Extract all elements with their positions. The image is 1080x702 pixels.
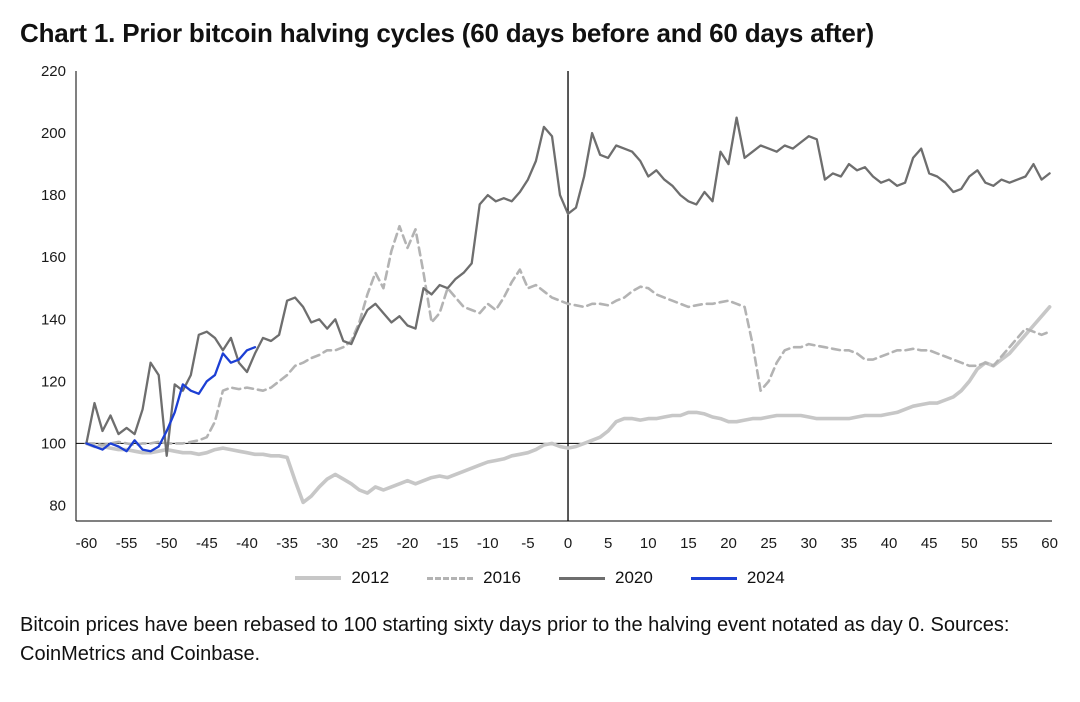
x-tick-label: 45	[921, 535, 938, 552]
y-tick-label: 120	[41, 373, 66, 390]
legend-swatch-2012	[295, 576, 342, 580]
series-2020-line	[85, 116, 1051, 457]
x-tick-label: -50	[156, 535, 178, 552]
y-tick-label: 220	[41, 63, 66, 80]
legend-item-2016: 2016	[427, 568, 521, 588]
y-tick-label: 180	[41, 187, 66, 204]
series-2016-line	[85, 224, 1051, 447]
x-tick-label: 0	[564, 535, 572, 552]
legend-item-2012: 2012	[295, 568, 389, 588]
chart-caption: Bitcoin prices have been rebased to 100 …	[20, 614, 1010, 665]
legend-swatch-2020	[559, 576, 605, 580]
x-tick-label: -60	[76, 535, 98, 552]
x-tick-label: 20	[720, 535, 737, 552]
x-tick-label: 25	[760, 535, 777, 552]
legend-label-2024: 2024	[746, 568, 785, 587]
legend-label-2016: 2016	[483, 568, 521, 587]
x-tick-label: -25	[357, 535, 379, 552]
series-2024-line	[85, 346, 257, 453]
x-tick-label: 30	[800, 535, 817, 552]
x-tick-label: -35	[276, 535, 298, 552]
y-tick-label: 160	[41, 249, 66, 266]
legend-label-2012: 2012	[351, 568, 390, 587]
x-tick-label: 5	[604, 535, 612, 552]
x-tick-label: 50	[961, 535, 978, 552]
series-2012-line	[84, 305, 1052, 505]
x-tick-label: 55	[1001, 535, 1018, 552]
legend-item-2020: 2020	[559, 568, 653, 588]
x-tick-label: -15	[437, 535, 459, 552]
x-tick-label: -45	[196, 535, 218, 552]
chart-title: Chart 1. Prior bitcoin halving cycles (6…	[20, 18, 875, 48]
y-tick-label: 100	[41, 435, 66, 452]
y-tick-label: 140	[41, 311, 66, 328]
legend-swatch-2016	[427, 576, 474, 580]
x-tick-label: 60	[1041, 535, 1058, 552]
y-tick-label: 200	[41, 125, 66, 142]
x-tick-label: 40	[881, 535, 898, 552]
x-tick-label: -10	[477, 535, 499, 552]
legend-item-2024: 2024	[690, 568, 785, 588]
x-tick-label: 15	[680, 535, 697, 552]
chart-legend: 2012 2016 2020 2024	[18, 565, 1062, 591]
x-tick-label: -5	[521, 535, 534, 552]
x-tick-label: 35	[841, 535, 858, 552]
legend-label-2020: 2020	[615, 568, 653, 587]
x-tick-label: -30	[316, 535, 338, 552]
legend-swatch-2024	[690, 576, 737, 580]
x-tick-label: -55	[116, 535, 138, 552]
x-tick-label: -40	[236, 535, 258, 552]
y-tick-label: 80	[49, 497, 66, 514]
x-tick-label: -20	[397, 535, 419, 552]
x-tick-label: 10	[640, 535, 657, 552]
line-chart: 80 100 120 140 160 180 200 220 -60 -55 -50 -45 -40 -3…	[18, 57, 1062, 563]
